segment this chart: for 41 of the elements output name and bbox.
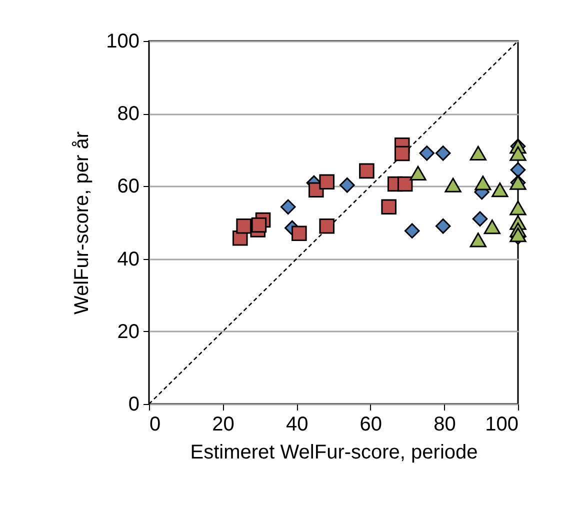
point [510, 200, 526, 216]
point [510, 162, 526, 178]
point [394, 146, 410, 162]
x-tick-label: 40 [286, 414, 308, 436]
point [474, 176, 492, 190]
point [435, 218, 451, 234]
point [484, 220, 501, 234]
point [236, 218, 252, 234]
point [340, 177, 355, 193]
y-tick-label: 80 [117, 103, 140, 126]
point [444, 178, 462, 192]
y-tick-label: 60 [117, 176, 140, 198]
point [470, 146, 486, 160]
point [381, 199, 396, 215]
point [419, 146, 434, 161]
point [435, 146, 451, 161]
point [510, 228, 526, 242]
y-tick-label: 40 [117, 248, 140, 270]
x-tick-label: 20 [212, 414, 234, 436]
point [404, 223, 420, 238]
y-tick-label: 100 [106, 30, 140, 52]
y-tick-label: 0 [128, 394, 140, 416]
point [359, 163, 374, 179]
x-tick-label: 100 [485, 414, 518, 436]
point [251, 217, 267, 233]
point [470, 232, 486, 248]
x-axis-title: Estimeret WelFur-score, periode [190, 442, 478, 464]
point [319, 218, 334, 234]
y-axis-title: WelFur-score, per år [71, 131, 94, 315]
point [280, 199, 296, 215]
point [410, 166, 426, 180]
x-tick-label: 80 [434, 414, 456, 436]
point [510, 146, 526, 161]
x-tick-label: 60 [360, 414, 382, 436]
x-tick-label: 0 [150, 414, 161, 436]
point [397, 176, 413, 192]
point [319, 174, 334, 190]
point [472, 211, 488, 227]
y-tick-label: 20 [117, 320, 140, 343]
point [292, 226, 307, 242]
point [492, 182, 508, 198]
